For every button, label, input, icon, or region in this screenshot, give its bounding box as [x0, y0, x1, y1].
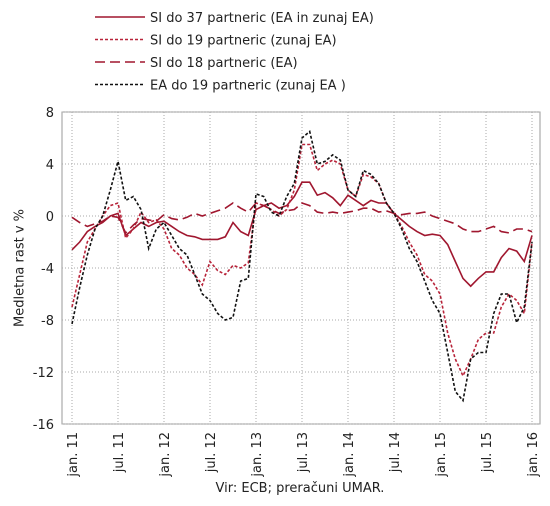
series-line	[71, 202, 533, 235]
x-tick-label: jul. 12	[204, 432, 219, 473]
series-line	[71, 181, 533, 288]
x-tick-label: jul. 11	[112, 432, 127, 473]
y-tick-label: 8	[46, 106, 54, 121]
x-tick-label: jul. 13	[296, 432, 311, 473]
y-tick-label: -8	[41, 314, 54, 329]
x-tick-label: jan. 16	[526, 432, 541, 478]
plot-frame	[61, 111, 541, 425]
x-tick-label: jan. 11	[66, 432, 81, 478]
y-axis-label: Medletna rast v %	[13, 209, 28, 327]
series-line	[71, 130, 533, 403]
y-tick-label: -4	[41, 262, 54, 277]
source: Vir: ECB; preračuni UMAR.	[216, 481, 385, 496]
y-tick-label: 0	[46, 210, 54, 225]
legend-label: SI do 18 partneric (EA)	[150, 56, 298, 71]
x-tick-label: jan. 15	[434, 432, 449, 478]
y-tick-label: -16	[33, 418, 54, 433]
legend-label: SI do 37 partneric (EA in zunaj EA)	[150, 11, 374, 26]
x-tick-label: jan. 13	[250, 432, 265, 478]
legend-label: SI do 19 partneric (zunaj EA)	[150, 34, 337, 49]
series-line	[71, 143, 533, 378]
x-tick-label: jan. 14	[342, 432, 357, 478]
legend-label: EA do 19 partneric (zunaj EA )	[150, 79, 346, 94]
y-tick-label: -12	[33, 366, 54, 381]
x-tick-label: jul. 14	[388, 432, 403, 473]
y-tick-label: 4	[46, 158, 54, 173]
x-tick-label: jul. 15	[480, 432, 495, 473]
x-tick-label: jan. 12	[158, 432, 173, 478]
